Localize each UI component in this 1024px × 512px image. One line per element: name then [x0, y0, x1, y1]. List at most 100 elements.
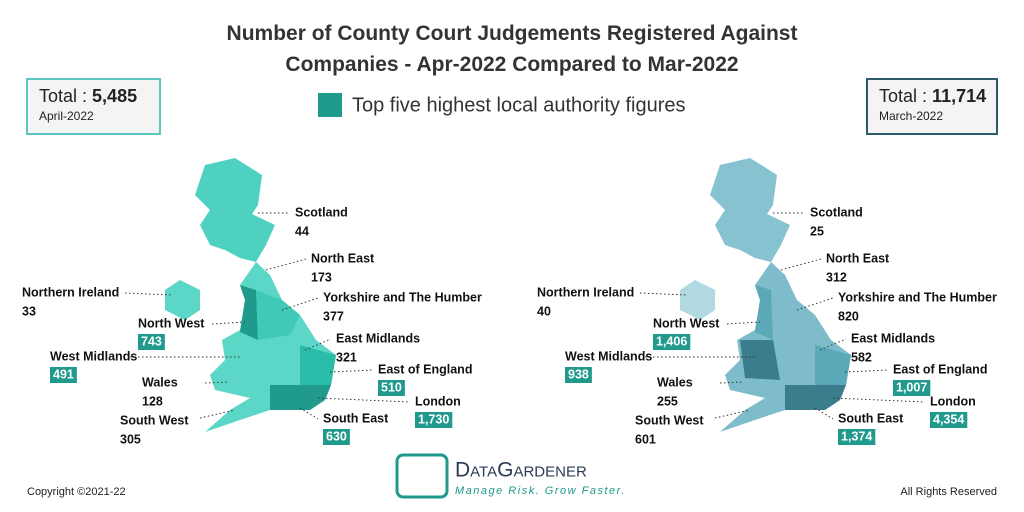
region-value: 601 [635, 432, 656, 446]
region-east [815, 345, 851, 385]
region-name: South East [838, 411, 904, 425]
leader-line [726, 321, 761, 325]
region-name: North East [311, 251, 375, 265]
region-value: 1,374 [841, 429, 872, 443]
region-value: 491 [53, 367, 74, 381]
region-value: 128 [142, 394, 163, 408]
region-value: 510 [381, 380, 402, 394]
value-box [565, 367, 592, 383]
map-march [680, 158, 851, 432]
region-north-west [755, 285, 773, 340]
region-value: 25 [810, 224, 824, 238]
region-name: West Midlands [50, 349, 137, 363]
legend-label: Top five highest local authority figures [352, 94, 686, 116]
leader-line [819, 338, 847, 351]
region-name: Yorkshire and The Humber [323, 290, 482, 304]
total-box [26, 78, 161, 135]
region-name: Scotland [810, 205, 863, 219]
region-value: 305 [120, 432, 141, 446]
rights: All Rights Reserved [900, 486, 997, 498]
region-value: 44 [295, 224, 309, 238]
region-yorkshire [256, 290, 300, 340]
legend-swatch [318, 93, 342, 117]
logo-mark [395, 453, 449, 499]
logo-tagline: Manage Risk. Grow Faster. [455, 485, 626, 497]
total: Total : 11,714 [879, 86, 986, 106]
region-name: South East [323, 411, 389, 425]
region-south-east [785, 385, 846, 410]
title-box: Number of County Court Judgements Regist… [226, 22, 798, 76]
region-value: 312 [826, 270, 847, 284]
region-value: 173 [311, 270, 332, 284]
region-value: 582 [851, 350, 872, 364]
map-april [165, 158, 336, 432]
leader-line [329, 369, 374, 373]
total: Total : 5,485 [39, 86, 137, 106]
value-box [838, 429, 876, 445]
region-name: East of England [378, 362, 472, 376]
total-value: 5,485 [92, 86, 137, 106]
region-name: London [415, 394, 461, 408]
region-northern-ireland [680, 280, 715, 320]
value-box [893, 380, 931, 396]
region-name: Yorkshire and The Humber [838, 290, 997, 304]
logo-name: DataGardener [455, 459, 587, 482]
region-scotland [195, 158, 275, 262]
region-name: Wales [657, 375, 693, 389]
region-name: Wales [142, 375, 178, 389]
region-value: 820 [838, 309, 859, 323]
region-south-east [270, 385, 331, 410]
leader-line [780, 258, 822, 271]
region-value: 938 [568, 367, 589, 381]
region-name: West Midlands [565, 349, 652, 363]
period: March-2022 [879, 109, 943, 123]
value-box [50, 367, 77, 383]
total-box [866, 78, 998, 135]
value-box [323, 429, 350, 445]
region-value: 1,730 [418, 412, 449, 426]
region-value: 1,007 [896, 380, 927, 394]
leader-line [124, 292, 173, 296]
leader-line [844, 369, 889, 373]
region-name: North East [826, 251, 890, 265]
region-scotland [710, 158, 790, 262]
total-label: Total : [879, 86, 927, 106]
leader-line [639, 292, 688, 296]
region-name: East Midlands [336, 331, 420, 345]
region-value: 1,406 [656, 334, 687, 348]
region-value: 255 [657, 394, 678, 408]
value-box [930, 412, 968, 428]
leader-line [304, 338, 332, 351]
region-value: 377 [323, 309, 344, 323]
region-name: Scotland [295, 205, 348, 219]
leader-line [832, 397, 926, 403]
value-box [415, 412, 453, 428]
region-west-midlands [740, 340, 780, 380]
region-name: Northern Ireland [22, 285, 119, 299]
total-value: 11,714 [932, 86, 986, 106]
region-value: 33 [22, 304, 36, 318]
copyright: Copyright ©2021-22 [27, 486, 126, 498]
region-name: Northern Ireland [537, 285, 634, 299]
total-label: Total : [39, 86, 87, 106]
region-value: 4,354 [933, 412, 964, 426]
leader-line [265, 258, 307, 271]
region-name: East of England [893, 362, 987, 376]
period: April-2022 [39, 109, 94, 123]
region-north-west [240, 285, 258, 340]
region-value: 40 [537, 304, 551, 318]
value-box [653, 334, 691, 350]
title: Number of County Court Judgements Regist… [226, 22, 798, 76]
leader-line [211, 321, 246, 325]
region-value: 321 [336, 350, 357, 364]
region-value: 630 [326, 429, 347, 443]
value-box [378, 380, 405, 396]
logo: DataGardener Manage Risk. Grow Faster. [395, 453, 626, 499]
value-box [138, 334, 165, 350]
region-name: London [930, 394, 976, 408]
region-northern-ireland [165, 280, 200, 320]
region-east [300, 345, 336, 385]
